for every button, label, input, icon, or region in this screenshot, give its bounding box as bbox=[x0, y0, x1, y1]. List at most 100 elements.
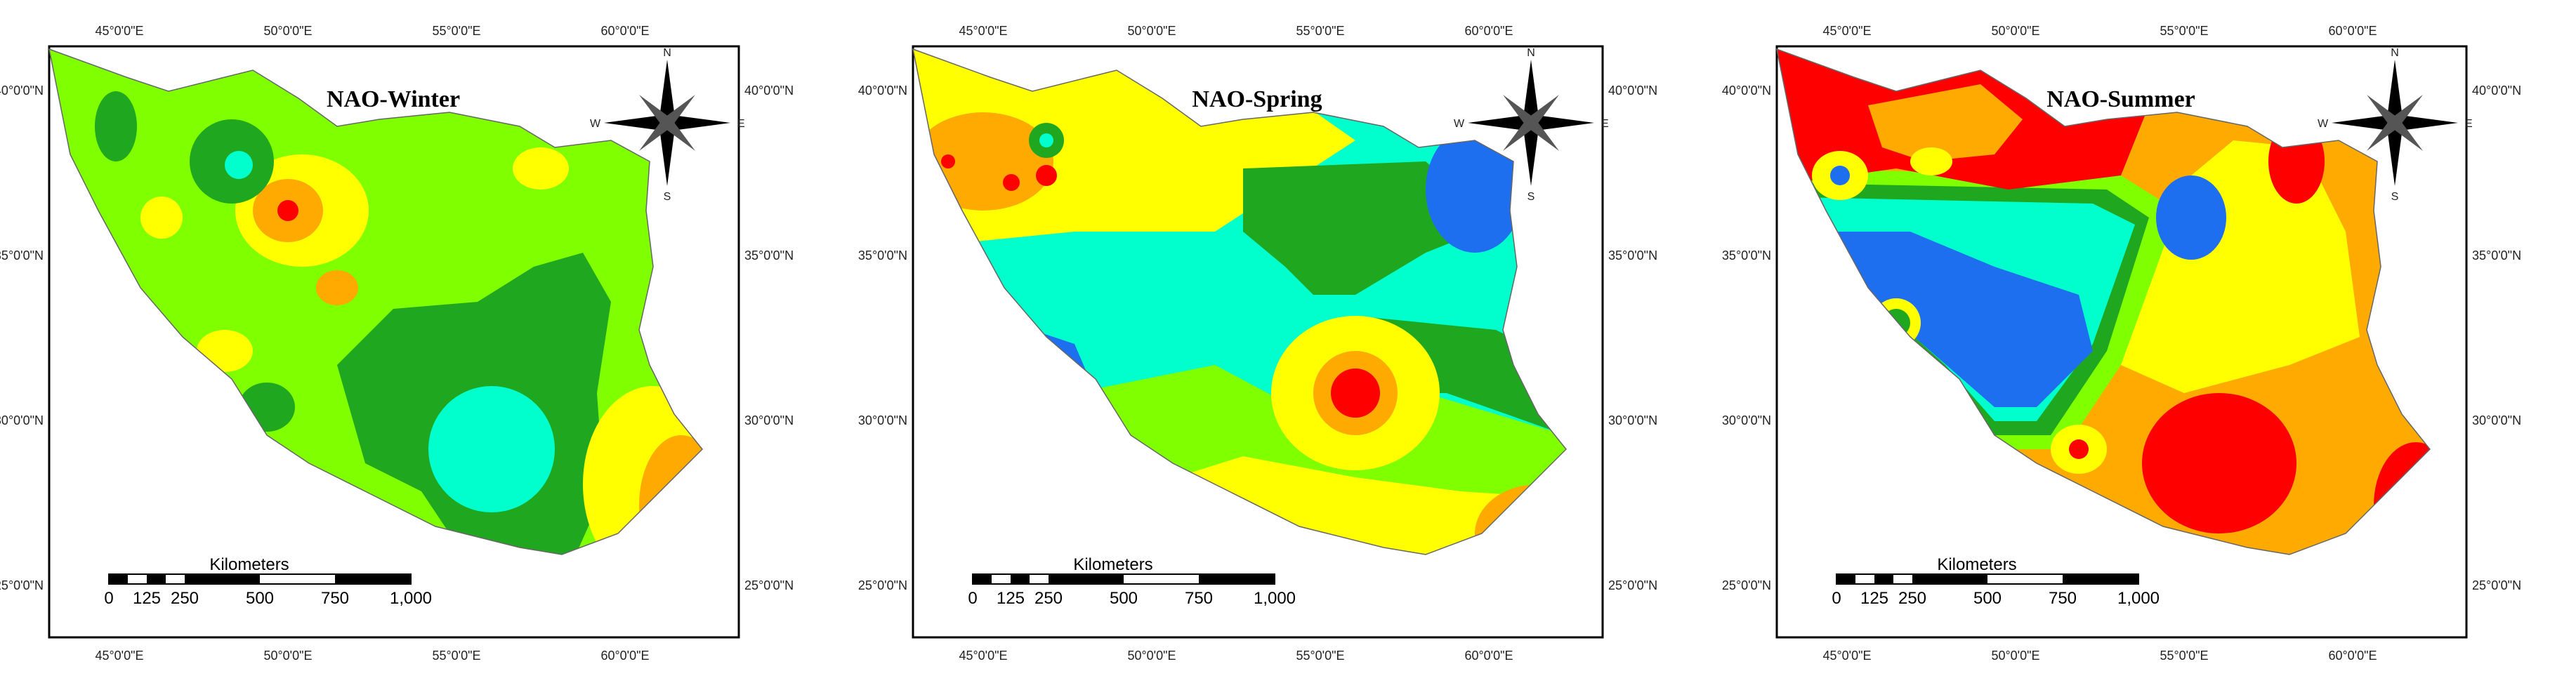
scale-bar: Kilometers 0 125 250 500 750 1,000 bbox=[1832, 555, 2160, 608]
y-tick-right: 35°0'0"N bbox=[744, 248, 794, 263]
compass-e-label: E bbox=[1601, 118, 1609, 130]
y-tick-left: 35°0'0"N bbox=[1722, 248, 1771, 263]
compass-s-label: S bbox=[1527, 191, 1535, 203]
compass-rose-icon: N S E W bbox=[590, 47, 745, 203]
zone-red bbox=[277, 200, 298, 221]
y-tick-left: 40°0'0"N bbox=[0, 84, 44, 98]
x-tick-bottom: 50°0'0"E bbox=[1127, 649, 1176, 663]
compass-e-label: E bbox=[2465, 118, 2473, 130]
zone-red bbox=[2142, 393, 2296, 533]
zone-green bbox=[95, 91, 137, 161]
x-tick-bottom: 50°0'0"E bbox=[263, 649, 312, 663]
compass-w-label: W bbox=[2318, 118, 2329, 130]
scale-label: 1,000 bbox=[390, 589, 432, 608]
x-tick-top: 45°0'0"E bbox=[1822, 24, 1871, 38]
x-tick-bottom: 60°0'0"E bbox=[600, 649, 649, 663]
scale-label: 500 bbox=[246, 589, 274, 608]
compass-rose-icon: N S E W bbox=[2318, 47, 2473, 203]
scale-label: 250 bbox=[1898, 589, 1926, 608]
scale-label: 750 bbox=[321, 589, 349, 608]
country-outline bbox=[1776, 48, 2431, 555]
compass-s-label: S bbox=[2391, 191, 2399, 203]
scale-segment bbox=[109, 574, 128, 584]
scale-bar: Kilometers 0 125 250 500 750 1,000 bbox=[968, 555, 1296, 608]
x-tick-top: 60°0'0"E bbox=[600, 24, 649, 38]
country-outline bbox=[48, 48, 704, 555]
panel-title: NAO-Summer bbox=[2046, 86, 2195, 112]
scale-segment bbox=[1836, 574, 1855, 584]
x-tick-top: 50°0'0"E bbox=[1991, 24, 2039, 38]
scale-label: 0 bbox=[1832, 589, 1841, 608]
compass-needle bbox=[1503, 95, 1559, 151]
y-tick-left: 30°0'0"N bbox=[858, 413, 907, 427]
x-tick-bottom: 55°0'0"E bbox=[1296, 649, 1344, 663]
x-tick-bottom: 45°0'0"E bbox=[1822, 649, 1871, 663]
scale-segment bbox=[1049, 574, 1124, 584]
scale-label: 750 bbox=[1185, 589, 1213, 608]
x-tick-bottom: 50°0'0"E bbox=[1991, 649, 2039, 663]
compass-needle bbox=[2367, 95, 2423, 151]
scale-label: 500 bbox=[1973, 589, 2002, 608]
compass-needle bbox=[639, 95, 695, 151]
x-tick-bottom: 55°0'0"E bbox=[2160, 649, 2208, 663]
zone-blue bbox=[1426, 126, 1524, 253]
scale-segment bbox=[973, 574, 992, 584]
y-tick-right: 40°0'0"N bbox=[1608, 84, 1657, 98]
scale-unit: Kilometers bbox=[1073, 555, 1152, 574]
country-outline bbox=[912, 48, 1568, 555]
panel-winter: NAO-Winter N S E W Kilometers 0 125 250 … bbox=[0, 24, 794, 663]
y-tick-left: 35°0'0"N bbox=[858, 248, 907, 263]
x-tick-top: 55°0'0"E bbox=[432, 24, 480, 38]
scale-label: 250 bbox=[171, 589, 199, 608]
scale-unit: Kilometers bbox=[1937, 555, 2016, 574]
scale-segment bbox=[335, 574, 411, 584]
zone-blue bbox=[2156, 175, 2226, 260]
x-tick-top: 60°0'0"E bbox=[2328, 24, 2377, 38]
compass-n-label: N bbox=[663, 47, 671, 59]
y-tick-right: 40°0'0"N bbox=[2472, 84, 2521, 98]
y-tick-right: 30°0'0"N bbox=[2472, 413, 2521, 427]
scale-segment bbox=[1912, 574, 1987, 584]
compass-rose-icon: N S E W bbox=[1454, 47, 1609, 203]
zone-yellow bbox=[513, 147, 569, 190]
compass-n-label: N bbox=[1527, 47, 1535, 59]
y-tick-right: 35°0'0"N bbox=[2472, 248, 2521, 263]
scale-label: 750 bbox=[2049, 589, 2077, 608]
zone-yellow bbox=[140, 197, 183, 239]
scale-label: 500 bbox=[1110, 589, 1138, 608]
scale-label: 1,000 bbox=[1254, 589, 1296, 608]
scale-label: 0 bbox=[968, 589, 977, 608]
compass-e-label: E bbox=[737, 118, 745, 130]
zone-cyan bbox=[225, 151, 253, 179]
y-tick-left: 35°0'0"N bbox=[0, 248, 44, 263]
axis-ticks: 45°0'0"E 50°0'0"E 55°0'0"E 60°0'0"E 45°0… bbox=[858, 24, 1657, 663]
x-tick-top: 50°0'0"E bbox=[263, 24, 312, 38]
zone-red bbox=[1331, 369, 1380, 418]
zone-yellow bbox=[1910, 147, 1952, 175]
y-tick-left: 25°0'0"N bbox=[0, 578, 44, 592]
x-tick-top: 50°0'0"E bbox=[1127, 24, 1176, 38]
compass-s-label: S bbox=[664, 191, 671, 203]
scale-unit: Kilometers bbox=[209, 555, 289, 574]
x-tick-bottom: 60°0'0"E bbox=[2328, 649, 2377, 663]
y-tick-left: 30°0'0"N bbox=[0, 413, 44, 427]
y-tick-left: 40°0'0"N bbox=[858, 84, 907, 98]
scale-label: 125 bbox=[133, 589, 161, 608]
scale-segment bbox=[1874, 574, 1893, 584]
scale-label: 125 bbox=[1860, 589, 1888, 608]
zone-orange bbox=[316, 270, 358, 305]
compass-n-label: N bbox=[2391, 47, 2399, 59]
y-tick-right: 25°0'0"N bbox=[744, 578, 794, 592]
zone-red bbox=[2069, 439, 2089, 459]
zone-red bbox=[941, 154, 955, 168]
zone-red bbox=[1036, 165, 1057, 186]
x-tick-top: 60°0'0"E bbox=[1464, 24, 1513, 38]
y-tick-left: 40°0'0"N bbox=[1722, 84, 1771, 98]
axis-ticks: 45°0'0"E 50°0'0"E 55°0'0"E 60°0'0"E 45°0… bbox=[1722, 24, 2521, 663]
panel-title: NAO-Spring bbox=[1192, 86, 1322, 112]
compass-w-label: W bbox=[590, 118, 601, 130]
y-tick-right: 35°0'0"N bbox=[1608, 248, 1657, 263]
axis-ticks: 45°0'0"E 50°0'0"E 55°0'0"E 60°0'0"E 45°0… bbox=[0, 24, 794, 663]
x-tick-top: 55°0'0"E bbox=[1296, 24, 1344, 38]
